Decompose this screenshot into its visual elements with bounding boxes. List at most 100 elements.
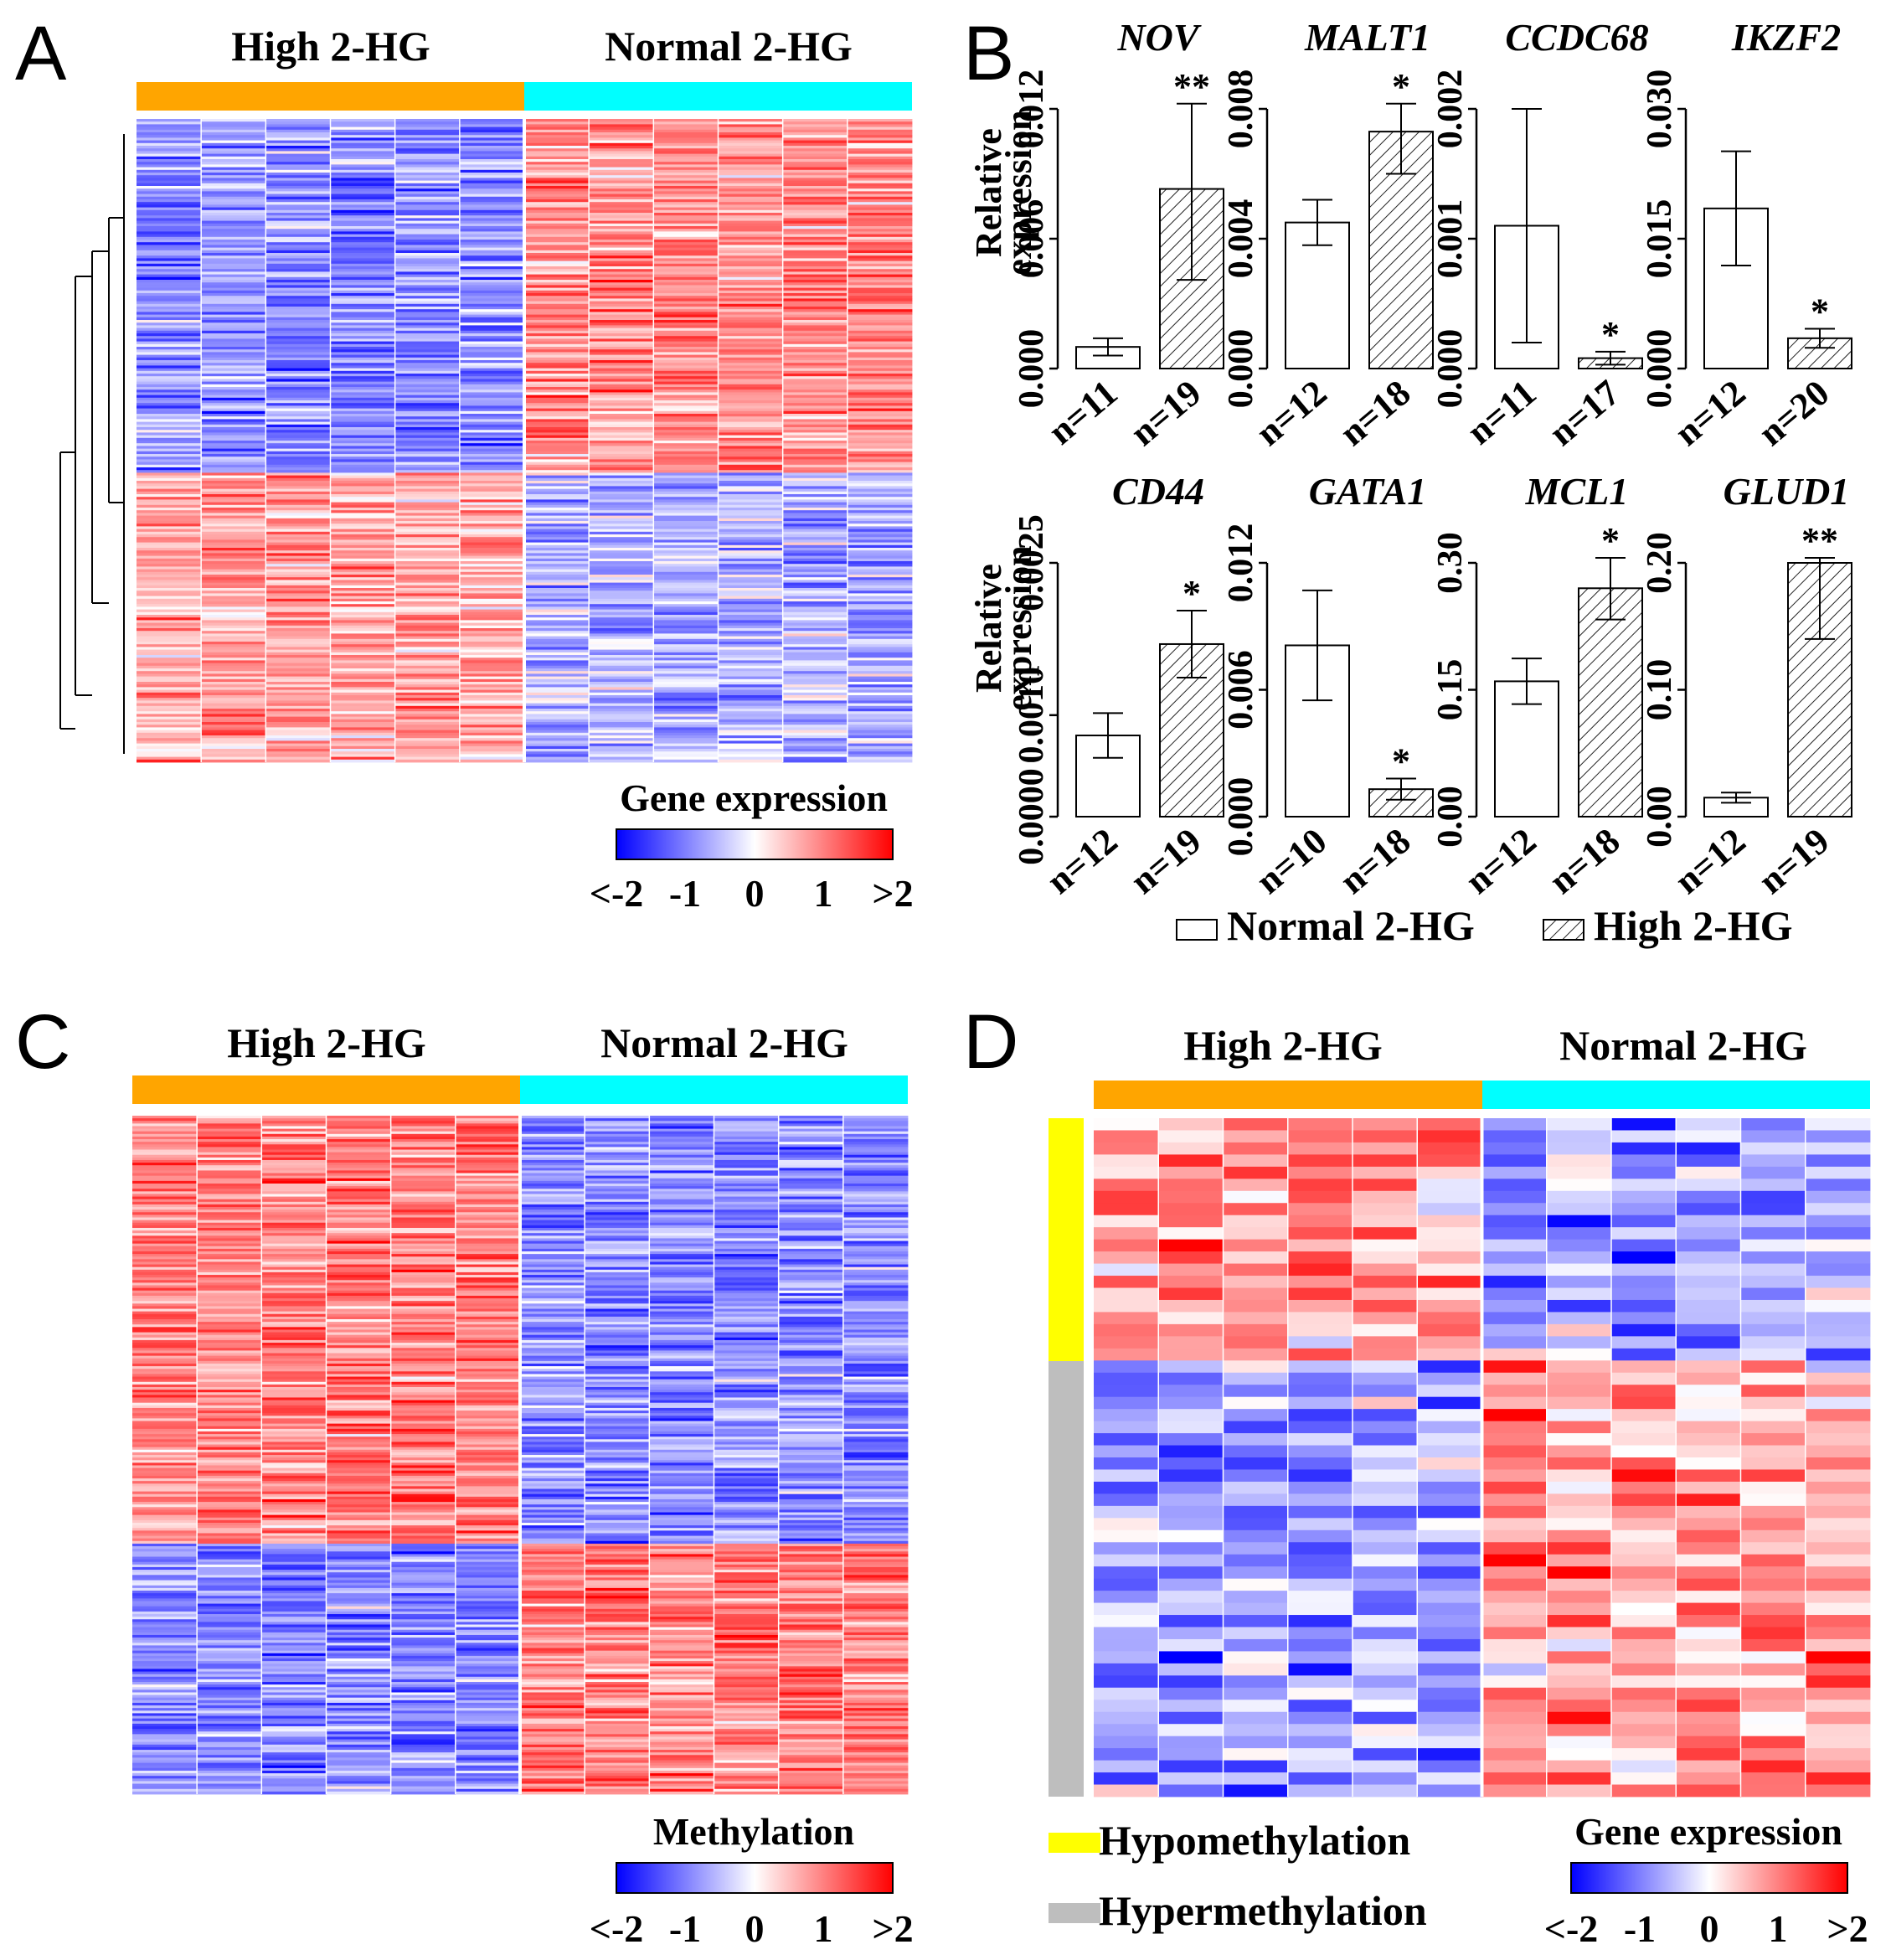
- heatmap-cell: [847, 253, 913, 256]
- heatmap-cell: [847, 700, 913, 704]
- heatmap-cell: [197, 1264, 262, 1268]
- heatmap-cell: [653, 521, 719, 524]
- heatmap-cell: [265, 684, 331, 688]
- heatmap-cell: [589, 220, 654, 224]
- heatmap-cell: [847, 245, 913, 248]
- heatmap-cell: [459, 215, 525, 219]
- heatmap-cell: [589, 682, 654, 685]
- heatmap-cell: [455, 1369, 521, 1372]
- heatmap-cell: [653, 124, 719, 127]
- heatmap-cell: [330, 441, 396, 444]
- heatmap-cell: [718, 307, 784, 310]
- heatmap-cell: [201, 204, 266, 208]
- heatmap-cell: [326, 1473, 392, 1477]
- heatmap-cell: [459, 183, 525, 187]
- heatmap-cell: [459, 317, 525, 321]
- heatmap-cell: [330, 510, 396, 513]
- heatmap-cell: [394, 655, 461, 658]
- heatmap-cell: [459, 695, 525, 699]
- heatmap-cell: [326, 1496, 392, 1500]
- heatmap-cell: [455, 1462, 521, 1466]
- heatmap-cell: [778, 1184, 844, 1187]
- heatmap-cell: [455, 1483, 521, 1487]
- heatmap-cell: [847, 218, 913, 221]
- heatmap-cell: [585, 1512, 650, 1516]
- heatmap-cell: [520, 1159, 585, 1163]
- heatmap-cell: [847, 307, 913, 310]
- heatmap-cell: [132, 1387, 198, 1390]
- heatmap-cell: [390, 1353, 456, 1357]
- heatmap-cell: [714, 1246, 780, 1250]
- heatmap-cell: [330, 196, 396, 200]
- heatmap-cell: [459, 121, 525, 125]
- heatmap-cell: [847, 400, 913, 404]
- heatmap-cell: [520, 1507, 585, 1510]
- heatmap-cell: [649, 1418, 714, 1421]
- heatmap-cell: [653, 548, 719, 551]
- heatmap-cell: [197, 1496, 262, 1500]
- heatmap-cell: [261, 1449, 327, 1453]
- heatmap-cell: [778, 1525, 844, 1529]
- heatmap-cell: [589, 320, 654, 323]
- heatmap-cell: [394, 475, 461, 479]
- heatmap-cell: [137, 169, 202, 173]
- heatmap-cell: [714, 1123, 780, 1127]
- heatmap-cell: [653, 472, 719, 476]
- heatmap-cell: [778, 1149, 844, 1153]
- heatmap-cell: [847, 628, 913, 632]
- heatmap-cell: [459, 725, 525, 728]
- heatmap-cell: [132, 1189, 198, 1192]
- heatmap-cell: [201, 591, 266, 594]
- heatmap-cell: [847, 280, 913, 283]
- heatmap-cell: [261, 1136, 327, 1140]
- heatmap-cell: [524, 684, 590, 688]
- heatmap-cell: [265, 730, 331, 734]
- heatmap-cell: [197, 1462, 262, 1466]
- heatmap-cell: [265, 397, 331, 401]
- heatmap-cell: [653, 298, 719, 302]
- heatmap-cell: [782, 689, 848, 694]
- heatmap-cell: [201, 303, 266, 307]
- heatmap-cell: [649, 1121, 714, 1124]
- heatmap-cell: [847, 513, 913, 516]
- heatmap-cell: [718, 722, 784, 725]
- heatmap-cell: [201, 298, 266, 302]
- heatmap-cell: [459, 684, 525, 688]
- panel-c-group-bar-high: [132, 1075, 520, 1104]
- heatmap-cell: [390, 1298, 456, 1302]
- heatmap-cell: [778, 1301, 844, 1304]
- heatmap-cell: [265, 601, 331, 605]
- heatmap-cell: [390, 1423, 456, 1427]
- heatmap-cell: [394, 226, 461, 230]
- heatmap-cell: [197, 1405, 262, 1409]
- heatmap-cell: [589, 312, 654, 315]
- heatmap-cell: [653, 303, 719, 307]
- heatmap-cell: [201, 548, 266, 551]
- heatmap-cell: [714, 1175, 780, 1179]
- heatmap-cell: [524, 376, 590, 379]
- heatmap-cell: [201, 379, 266, 382]
- heatmap-cell: [649, 1292, 714, 1297]
- heatmap-cell: [847, 202, 913, 205]
- heatmap-cell: [589, 481, 654, 484]
- heatmap-cell: [330, 508, 396, 511]
- heatmap-cell: [459, 636, 525, 640]
- heatmap-cell: [653, 427, 719, 431]
- heatmap-cell: [394, 577, 461, 580]
- heatmap-cell: [265, 280, 331, 283]
- heatmap-cell: [201, 266, 266, 270]
- heatmap-cell: [201, 183, 266, 187]
- heatmap-cell: [782, 508, 848, 511]
- heatmap-cell: [201, 521, 266, 524]
- heatmap-cell: [390, 1215, 456, 1218]
- heatmap-cell: [326, 1439, 392, 1442]
- heatmap-cell: [524, 260, 590, 265]
- heatmap-cell: [137, 665, 202, 669]
- heatmap-cell: [649, 1436, 714, 1440]
- heatmap-cell: [589, 698, 654, 701]
- heatmap-cell: [520, 1133, 585, 1137]
- heatmap-cell: [782, 655, 848, 658]
- heatmap-cell: [714, 1481, 780, 1484]
- heatmap-cell: [137, 328, 202, 332]
- heatmap-cell: [132, 1248, 198, 1252]
